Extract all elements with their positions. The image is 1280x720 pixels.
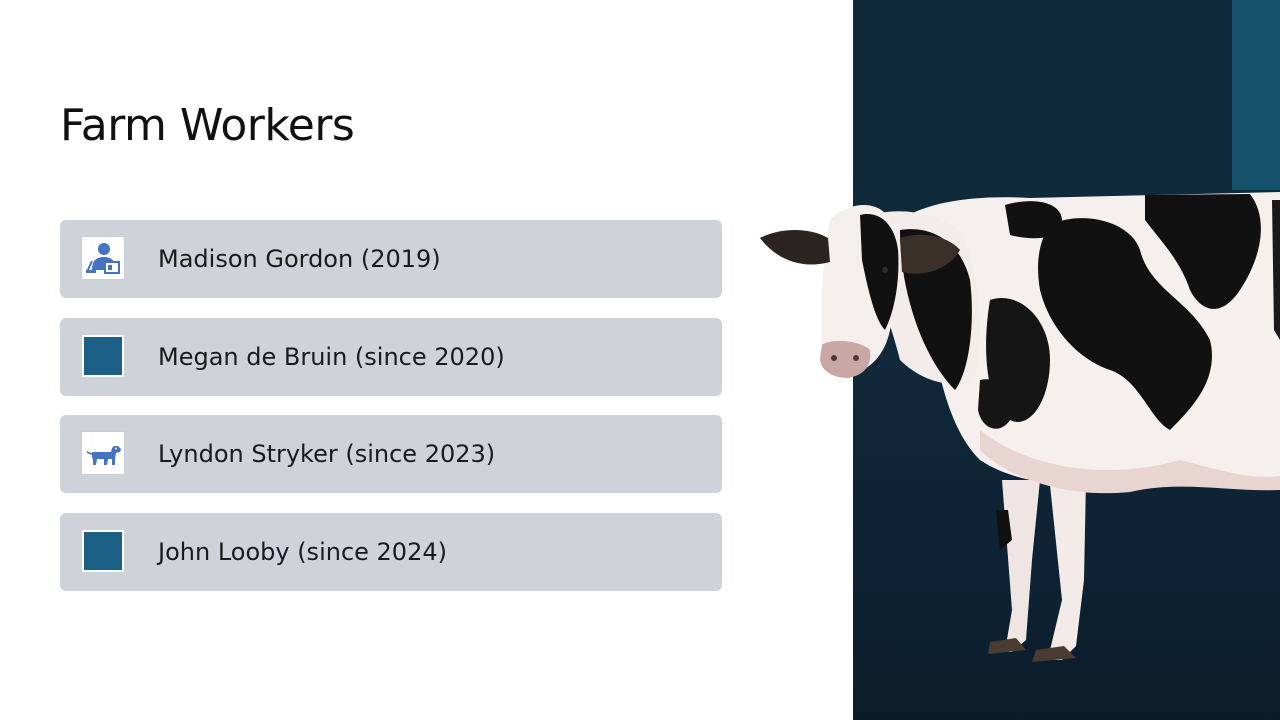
holstein-cow-photo <box>760 192 1280 662</box>
placeholder-square-icon <box>82 529 124 572</box>
worker-name: Madison Gordon (2019) <box>158 245 441 273</box>
worker-name: Megan de Bruin (since 2020) <box>158 342 505 371</box>
worker-name: Lyndon Stryker (since 2023) <box>158 440 496 468</box>
dog-icon <box>82 432 124 474</box>
farmer-with-laptop-icon <box>82 237 124 279</box>
workers-list: Madison Gordon (2019) Megan de Bruin (si… <box>60 220 722 610</box>
placeholder-square-icon <box>82 334 124 377</box>
list-item-lyndon-stryker: Lyndon Stryker (since 2023) <box>60 415 722 493</box>
list-item-megan-de-bruin: Megan de Bruin (since 2020) <box>60 317 722 396</box>
slide-title: Farm Workers <box>60 100 355 151</box>
worker-name: John Looby (since 2024) <box>158 537 447 566</box>
panel-accent-stripe <box>1232 0 1280 190</box>
list-item-john-looby: John Looby (since 2024) <box>60 512 722 591</box>
list-item-madison-gordon: Madison Gordon (2019) <box>60 220 722 298</box>
